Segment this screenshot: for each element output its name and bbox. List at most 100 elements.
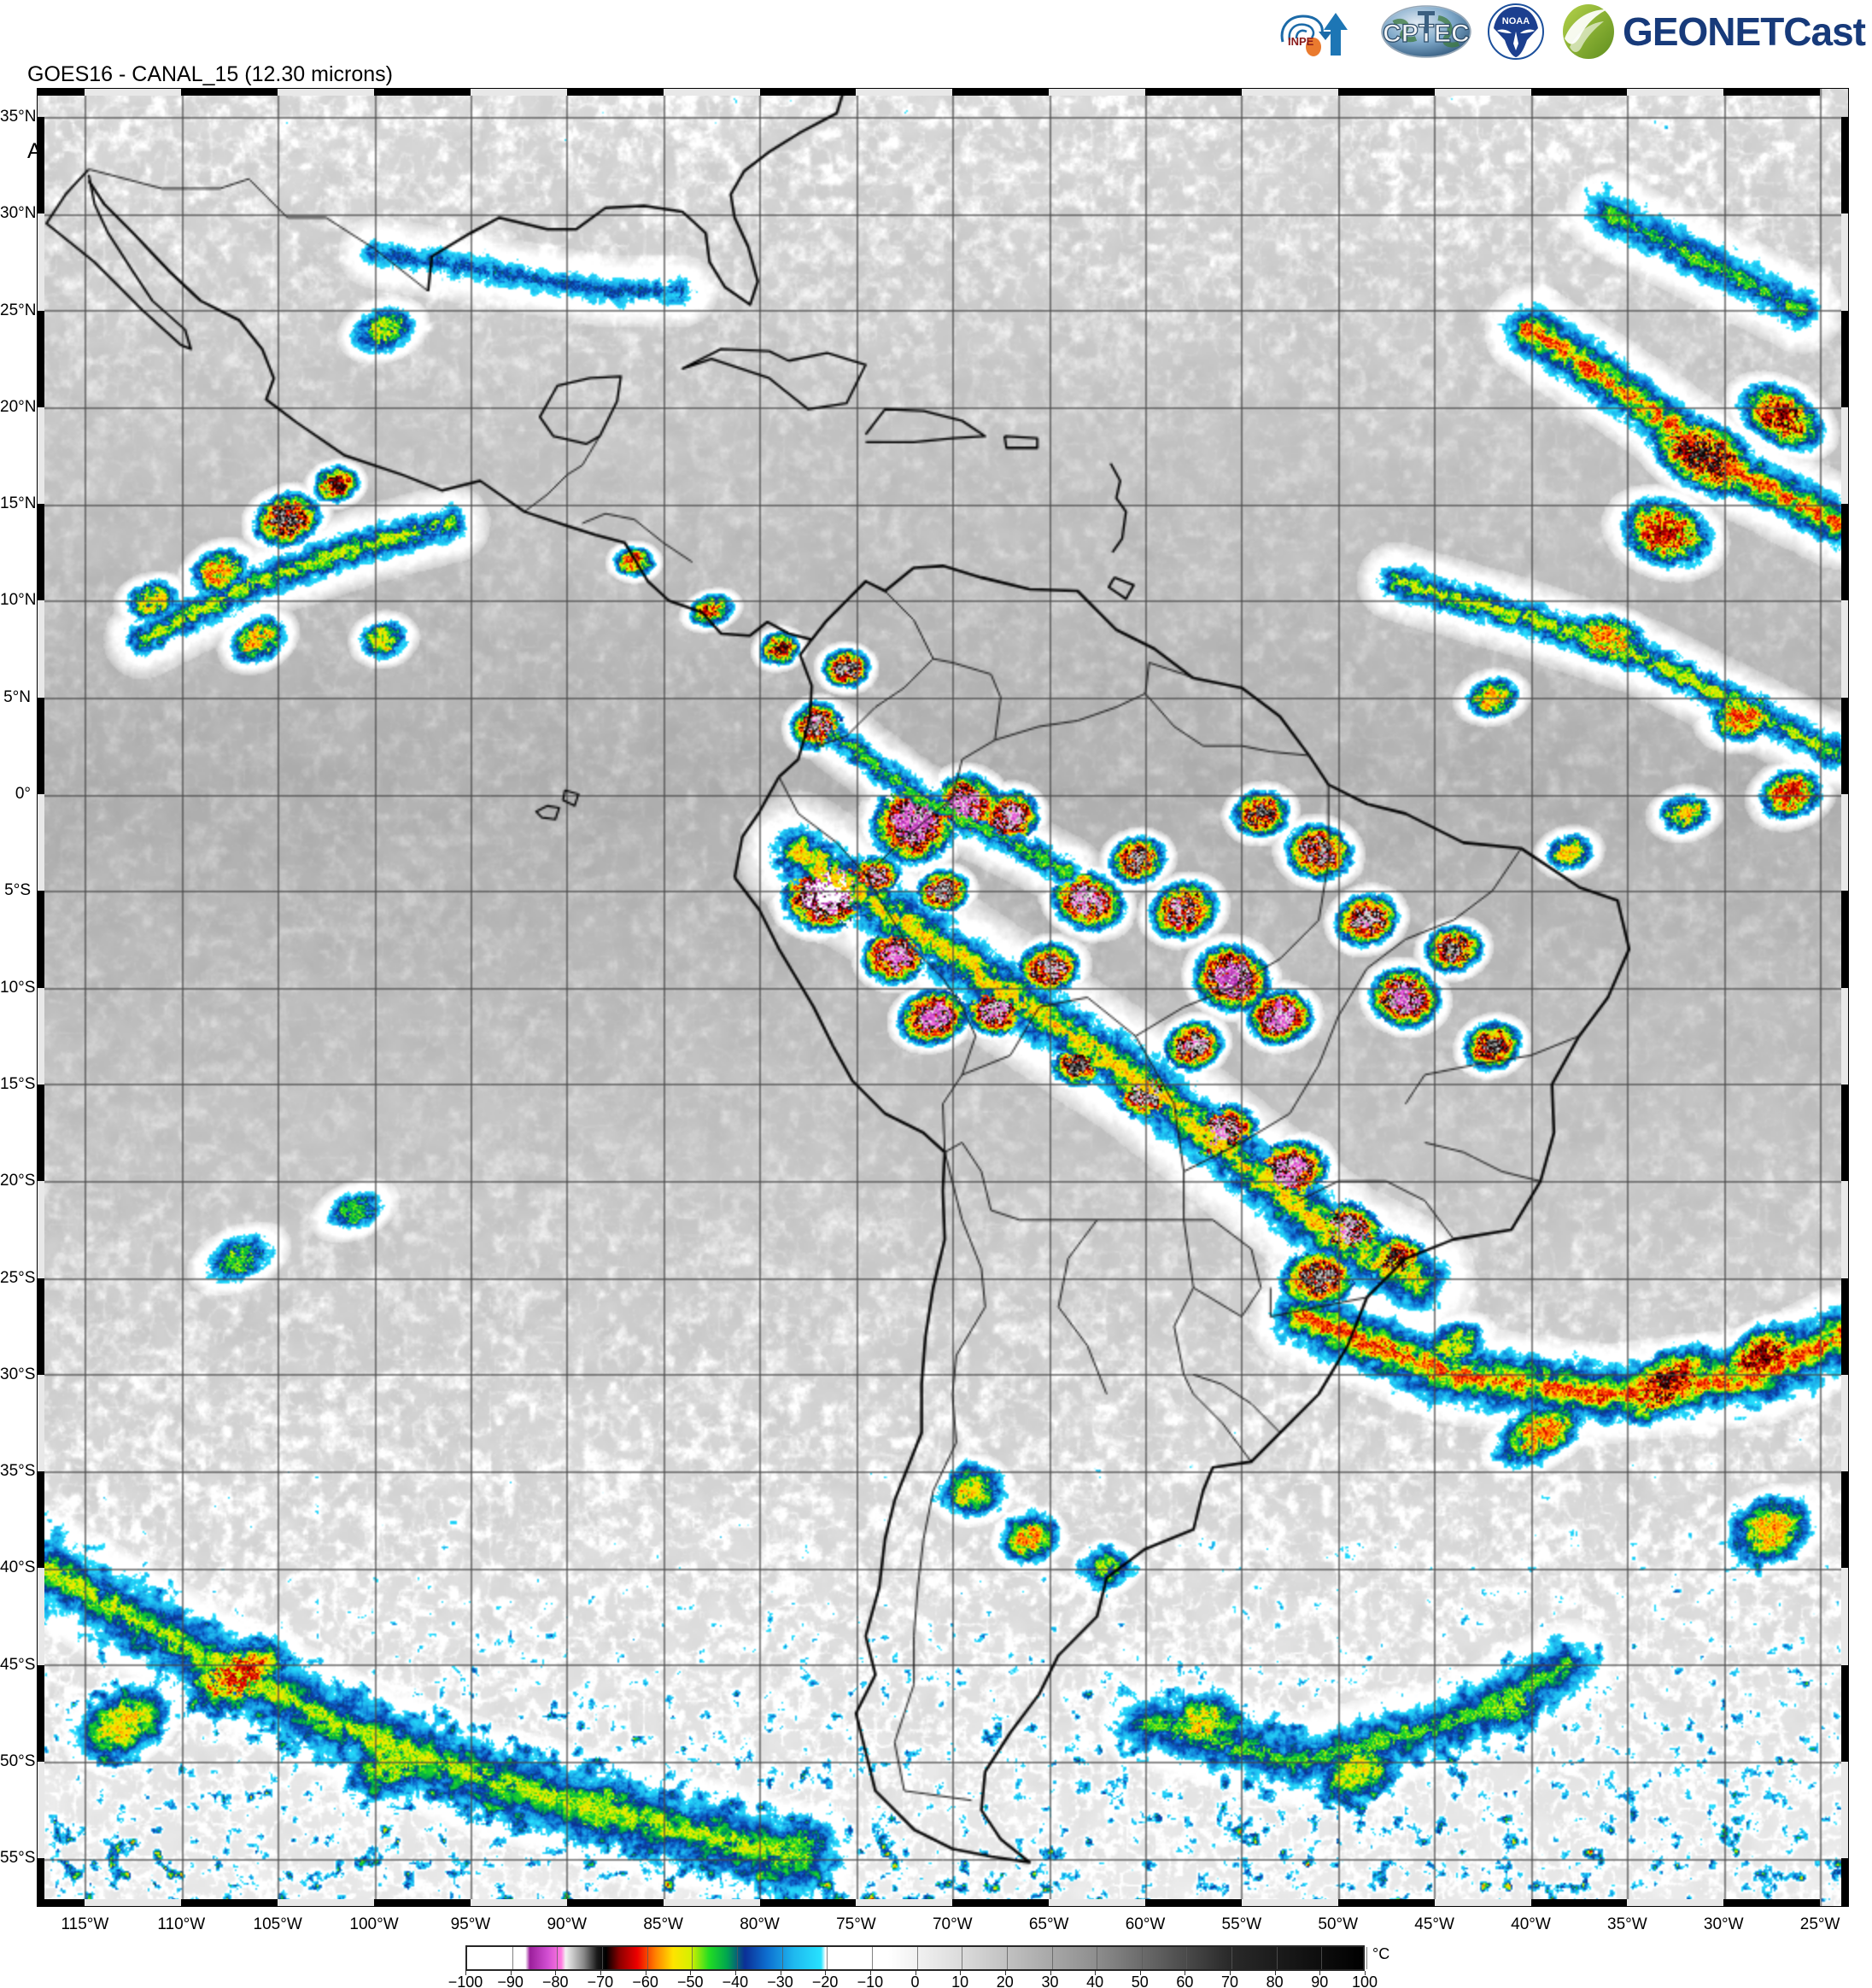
frame-segment-top — [85, 88, 182, 96]
frame-segment-bottom — [470, 1899, 567, 1907]
frame-segment-bottom — [278, 1899, 375, 1907]
frame-segment-top — [37, 88, 85, 96]
frame-segment-top — [1627, 88, 1724, 96]
frame-segment-left — [37, 1858, 44, 1907]
frame-segment-right — [1841, 1858, 1849, 1907]
frame-segment-bottom — [85, 1899, 182, 1907]
title-line-product: GOES16 - CANAL_15 (12.30 microns) — [27, 62, 393, 86]
frame-segment-bottom — [1434, 1899, 1531, 1907]
colorbar-tick-label: 70 — [1220, 1973, 1239, 1988]
satellite-image-canvas[interactable] — [37, 88, 1849, 1907]
frame-segment-top — [663, 88, 760, 96]
longitude-tick-label: 55°W — [1221, 1915, 1262, 1933]
frame-segment-right — [1841, 116, 1849, 214]
colorbar-tick-label: −10 — [857, 1973, 884, 1988]
colorbar-tick-label: −20 — [811, 1973, 839, 1988]
logo-bar: INPE CPTEC — [1276, 2, 1866, 61]
colorbar-tick-label: 0 — [910, 1973, 920, 1988]
colorbar-gridline — [1366, 1947, 1367, 1969]
latitude-tick-label: 30°S — [0, 1365, 36, 1383]
frame-segment-top — [278, 88, 375, 96]
frame-segment-right — [1841, 891, 1849, 988]
frame-segment-left — [37, 1664, 44, 1763]
frame-segment-left — [37, 116, 44, 214]
colorbar-gridline — [557, 1947, 559, 1969]
colorbar-gridline — [1276, 1947, 1278, 1969]
frame-segment-top — [1434, 88, 1531, 96]
frame-segment-bottom — [181, 1899, 278, 1907]
colorbar-tick-mark — [825, 1971, 827, 1975]
frame-segment-top — [856, 88, 953, 96]
noaa-logo: NOAA — [1483, 3, 1549, 61]
frame-segment-top — [374, 88, 471, 96]
longitude-tick-label: 105°W — [253, 1915, 302, 1933]
colorbar-tick-label: 80 — [1266, 1973, 1284, 1988]
colorbar-gridline — [1186, 1947, 1188, 1969]
latitude-tick-label: 25°N — [0, 301, 37, 319]
frame-segment-bottom — [1530, 1899, 1628, 1907]
longitude-tick-label: 35°W — [1607, 1915, 1647, 1933]
frame-segment-left — [37, 697, 44, 795]
longitude-tick-label: 115°W — [61, 1915, 109, 1933]
latitude-tick-label: 55°S — [0, 1849, 36, 1868]
frame-segment-bottom — [37, 1899, 85, 1907]
latitude-tick-label: 10°N — [0, 591, 37, 610]
frame-segment-top — [181, 88, 278, 96]
frame-segment-right — [1841, 600, 1849, 698]
colorbar-tick-mark — [1230, 1971, 1231, 1975]
latitude-tick-label: 20°S — [0, 1172, 36, 1190]
colorbar-tick-label: −60 — [632, 1973, 658, 1988]
longitude-tick-label: 95°W — [450, 1915, 491, 1933]
frame-segment-left — [37, 504, 44, 601]
svg-text:INPE: INPE — [1288, 35, 1314, 48]
frame-segment-bottom — [1241, 1899, 1338, 1907]
colorbar-gridline — [736, 1947, 738, 1969]
colorbar-tick-label: −50 — [677, 1973, 704, 1988]
frame-segment-left — [37, 1471, 44, 1569]
colorbar-gridline — [646, 1947, 648, 1969]
latitude-tick-label: 45°S — [0, 1655, 36, 1674]
frame-segment-left — [37, 1762, 44, 1859]
frame-segment-top — [952, 88, 1050, 96]
frame-segment-right — [1841, 1471, 1849, 1569]
frame-segment-bottom — [759, 1899, 857, 1907]
frame-segment-right — [1841, 1278, 1849, 1375]
colorbar-tick-mark — [600, 1971, 601, 1975]
frame-segment-left — [37, 310, 44, 407]
colorbar-tick-mark — [869, 1971, 871, 1975]
colorbar-gridline — [781, 1947, 783, 1969]
satellite-map[interactable] — [37, 88, 1849, 1907]
colorbar-gridline — [601, 1947, 603, 1969]
colorbar-gridline — [827, 1947, 828, 1969]
latitude-tick-label: 40°S — [0, 1558, 36, 1577]
frame-segment-top — [470, 88, 567, 96]
frame-segment-left — [37, 1181, 44, 1278]
frame-segment-top — [1049, 88, 1146, 96]
latitude-tick-label: 15°N — [0, 494, 37, 513]
colorbar-tick-label: 50 — [1131, 1973, 1149, 1988]
frame-segment-bottom — [663, 1899, 760, 1907]
latitude-tick-label: 20°N — [0, 397, 37, 416]
colorbar-gridline — [1231, 1947, 1232, 1969]
longitude-tick-label: 25°W — [1799, 1915, 1840, 1933]
colorbar-tick-mark — [1365, 1971, 1366, 1975]
colorbar-tick-mark — [1095, 1971, 1097, 1975]
colorbar-gradient — [467, 1947, 1363, 1969]
colorbar-gridline — [512, 1947, 513, 1969]
colorbar-tick-mark — [1139, 1971, 1141, 1975]
colorbar-gridline — [1141, 1947, 1143, 1969]
colorbar-tick-label: −30 — [767, 1973, 793, 1988]
frame-segment-left — [37, 987, 44, 1085]
latitude-tick-label: 15°S — [0, 1074, 36, 1093]
frame-segment-bottom — [1145, 1899, 1242, 1907]
colorbar-tick-mark — [1319, 1971, 1321, 1975]
colorbar-tick-mark — [734, 1971, 736, 1975]
frame-segment-left — [37, 1084, 44, 1182]
frame-segment-right — [1841, 504, 1849, 601]
frame-segment-right — [1841, 1374, 1849, 1472]
longitude-tick-label: 70°W — [932, 1915, 973, 1933]
longitude-tick-label: 65°W — [1028, 1915, 1069, 1933]
latitude-tick-label: 5°S — [4, 881, 31, 900]
geonetcast-wordmark: GEONETCast — [1623, 9, 1866, 54]
